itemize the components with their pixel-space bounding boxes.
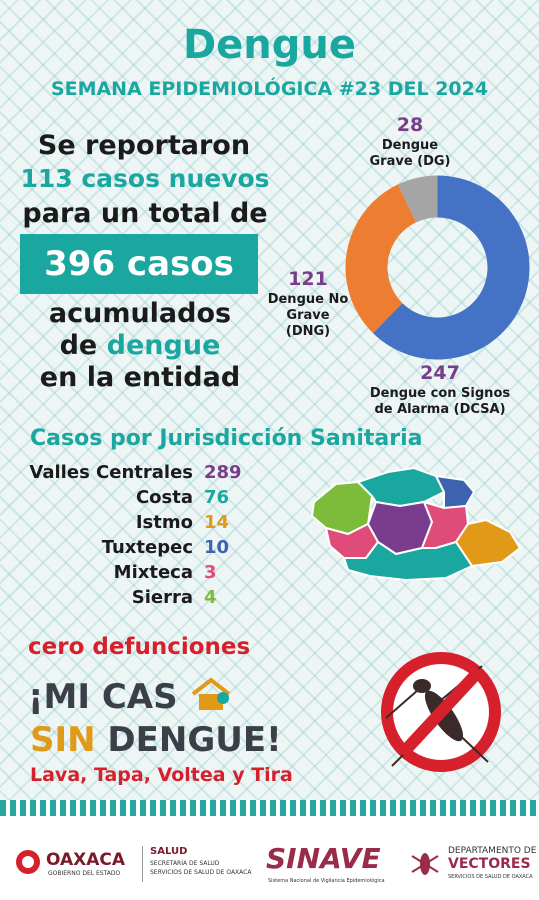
jurisdiction-name: Istmo xyxy=(135,512,193,533)
total-cases-box: 396 casos xyxy=(20,234,258,294)
dcsa-label-line-1: Dengue con Signos xyxy=(369,385,511,401)
jurisdiction-name: Costa xyxy=(135,487,193,508)
donut-chart xyxy=(345,175,530,360)
depto-line-1: DEPARTAMENTO DE xyxy=(448,846,537,856)
dng-label-line-2: Grave xyxy=(286,308,330,323)
campaign-line-1: ¡MI CAS xyxy=(28,676,233,721)
donut-slice-dg xyxy=(397,175,438,223)
page-subtitle: SEMANA EPIDEMIOLÓGICA #23 DEL 2024 xyxy=(50,78,489,100)
dg-value: 28 xyxy=(396,114,424,136)
footer-divider xyxy=(142,846,143,882)
summary-line-5: de dengue xyxy=(0,330,280,361)
sinave-logo: SINAVE xyxy=(266,842,381,875)
dng-value: 121 xyxy=(288,268,328,290)
dg-label-line-1: Dengue xyxy=(381,137,439,153)
depto-sub: SERVICIOS DE SALUD DE OAXACA xyxy=(448,874,533,880)
oaxaca-name: OAXACA xyxy=(46,850,126,870)
footer: OAXACA GOBIERNO DEL ESTADO SALUD SECRETA… xyxy=(0,816,539,900)
jurisdiction-value: 14 xyxy=(204,512,230,533)
jurisdiction-value: 4 xyxy=(204,587,217,608)
campaign-dengue: DENGUE! xyxy=(95,720,282,760)
jurisdictions-title: Casos por Jurisdicción Sanitaria xyxy=(30,426,423,451)
campaign-line-2: SIN DENGUE! xyxy=(30,720,282,760)
dcsa-label-line-2: de Alarma (DCSA) xyxy=(374,402,506,417)
dcsa-label: 247 Dengue con Signos de Alarma (DCSA) xyxy=(360,362,520,418)
depto-line-2: VECTORES xyxy=(448,856,531,872)
dng-label-line-3: (DNG) xyxy=(285,324,331,340)
salud-sub-2: SERVICIOS DE SALUD DE OAXACA xyxy=(150,869,252,876)
oaxaca-map xyxy=(310,466,522,582)
page-title: Dengue xyxy=(182,22,357,68)
salud-sub-1: SECRETARÍA DE SALUD xyxy=(150,860,220,867)
zero-deaths-text: cero defunciones xyxy=(28,634,251,660)
summary-line-5-prefix: de xyxy=(59,330,98,361)
campaign-sin: SIN xyxy=(30,720,96,760)
dcsa-value: 247 xyxy=(420,362,460,384)
sinave-sub: Sistema Nacional de Vigilancia Epidemiol… xyxy=(268,878,385,884)
campaign-mi-casa: ¡MI CAS xyxy=(28,677,178,717)
dg-label: 28 Dengue Grave (DG) xyxy=(360,114,460,170)
jurisdiction-value: 76 xyxy=(204,487,230,508)
oaxaca-sub: GOBIERNO DEL ESTADO xyxy=(48,870,121,877)
jurisdiction-name: Mixteca xyxy=(113,562,193,583)
summary-line-4: acumulados xyxy=(48,298,232,329)
house-icon xyxy=(189,676,233,721)
oaxaca-logo xyxy=(14,848,42,880)
jurisdiction-value: 289 xyxy=(204,462,242,483)
donut-slice-dng xyxy=(345,184,417,334)
jurisdiction-value: 10 xyxy=(204,537,230,558)
summary-line-2: 113 casos nuevos xyxy=(20,164,270,193)
jurisdiction-value: 3 xyxy=(204,562,217,583)
summary-line-5-highlight: dengue xyxy=(106,330,221,361)
campaign-slogan: Lava, Tapa, Voltea y Tira xyxy=(30,764,293,786)
summary-line-3: para un total de xyxy=(22,198,268,229)
no-mosquito-icon xyxy=(381,652,501,772)
dng-label: 121 Dengue No Grave (DNG) xyxy=(258,268,358,341)
dg-label-line-2: Grave (DG) xyxy=(369,154,451,169)
summary-line-1: Se reportaron xyxy=(37,130,251,161)
vectores-logo xyxy=(408,846,442,884)
background-pattern xyxy=(0,0,539,815)
jurisdiction-name: Tuxtepec xyxy=(101,537,193,558)
decorative-border xyxy=(0,800,539,816)
jurisdiction-name: Valles Centrales xyxy=(29,462,193,483)
donut-slice-dcsa xyxy=(372,175,530,360)
jurisdiction-name: Sierra xyxy=(131,587,193,608)
dng-label-line-1: Dengue No xyxy=(267,291,349,307)
summary-line-6: en la entidad xyxy=(39,362,241,393)
salud-name: SALUD xyxy=(150,846,188,857)
